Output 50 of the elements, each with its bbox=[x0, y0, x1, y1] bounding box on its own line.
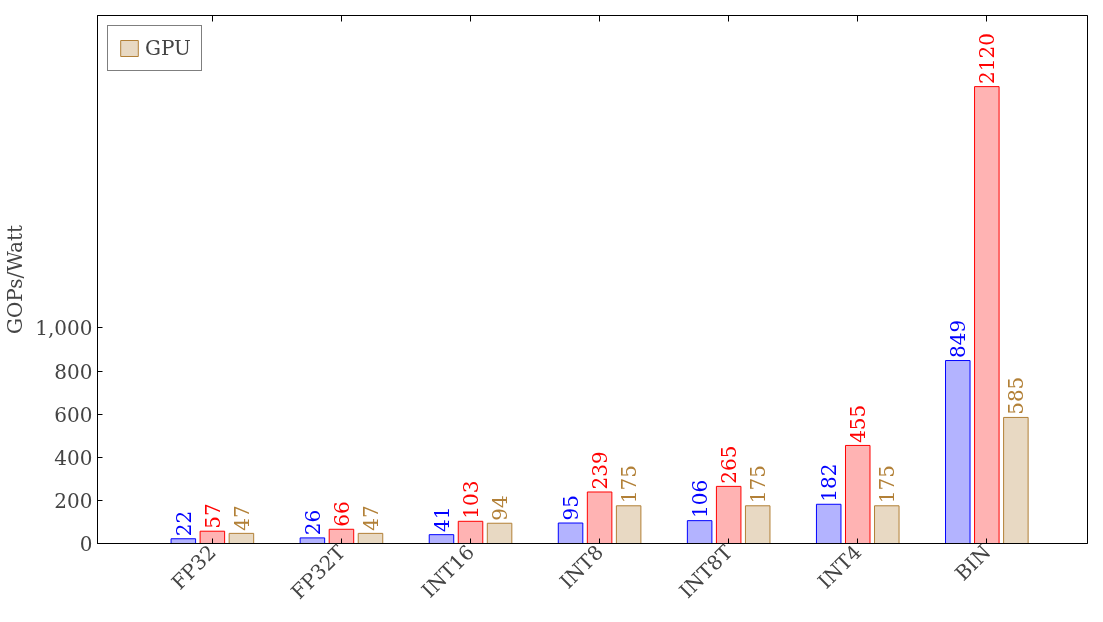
data-label: 175 bbox=[746, 465, 771, 504]
bar bbox=[486, 522, 513, 544]
data-label: 2120 bbox=[975, 33, 1000, 85]
bar bbox=[874, 505, 900, 544]
bar bbox=[715, 485, 742, 544]
data-label: 175 bbox=[875, 465, 900, 504]
data-label: 175 bbox=[617, 465, 642, 504]
data-label: 103 bbox=[459, 480, 484, 519]
bar bbox=[586, 491, 613, 544]
bar bbox=[428, 534, 455, 544]
bar bbox=[457, 520, 484, 544]
data-label: 239 bbox=[588, 451, 613, 490]
bar bbox=[844, 444, 871, 544]
bar bbox=[228, 532, 255, 544]
data-label: 47 bbox=[358, 505, 383, 531]
data-label: 585 bbox=[1004, 376, 1029, 415]
data-label: 57 bbox=[200, 503, 225, 529]
bar bbox=[615, 505, 642, 544]
data-label: 95 bbox=[559, 494, 584, 521]
bar bbox=[686, 520, 713, 544]
data-label: 455 bbox=[846, 404, 871, 443]
bar bbox=[815, 503, 842, 544]
bar bbox=[357, 532, 384, 544]
data-label: 265 bbox=[717, 445, 742, 484]
bar bbox=[170, 538, 197, 544]
data-label: 47 bbox=[229, 505, 254, 531]
y-tick-label: 200 bbox=[54, 488, 93, 513]
data-label: 66 bbox=[329, 501, 354, 527]
bar bbox=[557, 522, 584, 544]
bar bbox=[328, 528, 355, 544]
data-label: 849 bbox=[946, 319, 971, 358]
data-label: 26 bbox=[300, 509, 325, 536]
data-label: 106 bbox=[688, 479, 713, 519]
data-label: 94 bbox=[488, 495, 513, 521]
y-tick-label: 0 bbox=[79, 532, 93, 556]
y-tick-label: 400 bbox=[54, 445, 93, 470]
bar bbox=[1003, 416, 1029, 544]
y-axis-title: GOPs/Watt bbox=[3, 224, 28, 335]
bar bbox=[744, 505, 771, 544]
y-tick-label: 1,000 bbox=[35, 316, 93, 341]
data-label: 41 bbox=[429, 506, 454, 533]
y-tick-label: 600 bbox=[54, 402, 93, 427]
bar bbox=[199, 530, 226, 544]
bar bbox=[299, 537, 326, 544]
data-label: 182 bbox=[817, 463, 842, 502]
bar bbox=[974, 86, 1000, 544]
bar bbox=[945, 360, 971, 544]
data-label: 22 bbox=[171, 510, 196, 537]
legend-label: GPU bbox=[145, 36, 191, 60]
y-tick-label: 800 bbox=[54, 359, 93, 384]
